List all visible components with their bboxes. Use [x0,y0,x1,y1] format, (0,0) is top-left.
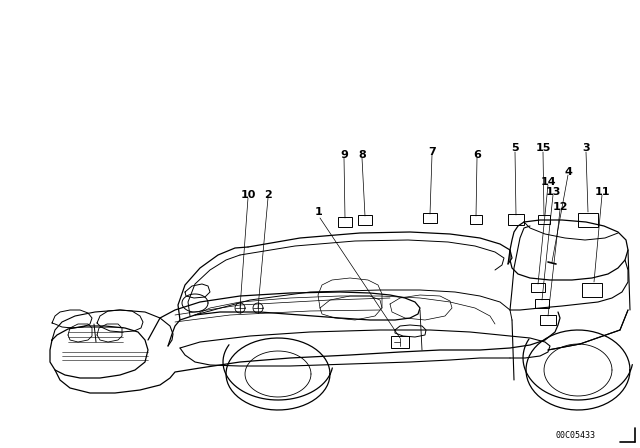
Text: 8: 8 [358,150,366,160]
Bar [470,215,482,224]
Text: 11: 11 [595,187,610,197]
Text: 12: 12 [552,202,568,212]
Text: 3: 3 [582,143,590,153]
Text: 5: 5 [511,143,519,153]
Bar [391,336,409,348]
Bar [538,215,550,224]
Bar [338,217,352,227]
Bar [540,315,556,325]
Text: 00C05433: 00C05433 [555,431,595,439]
Bar [423,213,437,223]
Text: 14: 14 [540,177,556,187]
Text: 9: 9 [340,150,348,160]
Bar [582,283,602,297]
Bar [508,215,524,225]
Text: 7: 7 [428,147,436,157]
Bar [358,215,372,225]
Text: 15: 15 [535,143,550,153]
Text: 1: 1 [315,207,323,217]
Bar [535,300,549,309]
Bar [531,284,545,293]
Bar [578,213,598,227]
Text: 10: 10 [240,190,256,200]
Text: 4: 4 [564,167,572,177]
Text: 2: 2 [264,190,272,200]
Text: 13: 13 [545,187,561,197]
Text: 6: 6 [473,150,481,160]
